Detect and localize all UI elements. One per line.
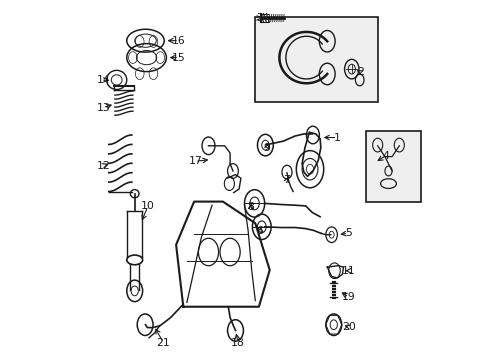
Text: 3: 3	[256, 13, 263, 23]
Text: 5: 5	[344, 228, 351, 238]
Text: 15: 15	[172, 53, 185, 63]
Text: 16: 16	[172, 36, 185, 46]
Text: 9: 9	[263, 143, 270, 153]
Text: 20: 20	[341, 322, 355, 332]
Ellipse shape	[126, 255, 142, 265]
Text: 21: 21	[156, 338, 170, 348]
Text: 7: 7	[283, 175, 290, 185]
Text: 2: 2	[356, 67, 363, 77]
Text: 6: 6	[256, 226, 263, 236]
Bar	[255, 17, 377, 102]
Text: 12: 12	[96, 161, 110, 171]
Text: 13: 13	[96, 103, 110, 113]
Text: 10: 10	[141, 201, 155, 211]
Text: 17: 17	[188, 156, 202, 166]
Text: 1: 1	[333, 132, 340, 143]
Text: 19: 19	[341, 292, 355, 302]
Text: 14: 14	[96, 75, 110, 85]
Text: 8: 8	[247, 202, 254, 212]
Text: 4: 4	[382, 150, 388, 161]
Bar	[366, 131, 420, 202]
Text: 11: 11	[341, 266, 355, 276]
Text: 18: 18	[231, 338, 244, 348]
